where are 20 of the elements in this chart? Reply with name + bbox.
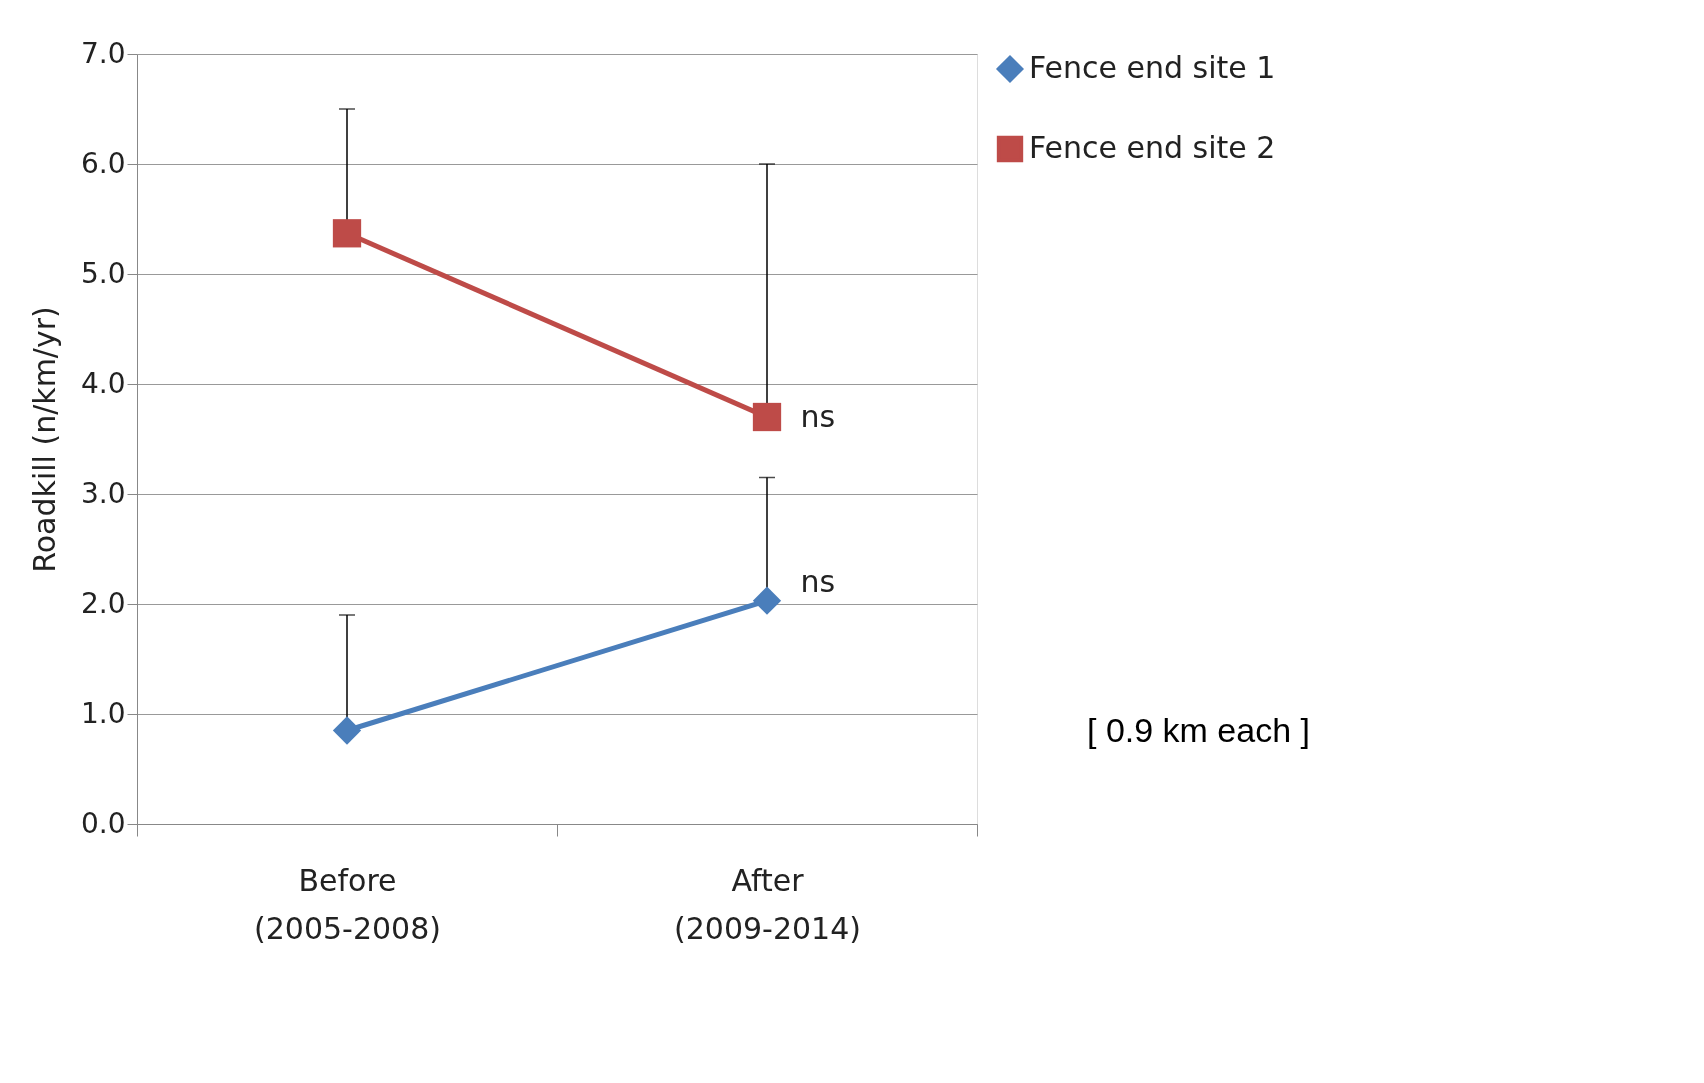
x-tick-label: Before (2005-2008): [254, 862, 441, 946]
y-tick-label: 6.0: [80, 146, 126, 180]
point: [332, 716, 362, 745]
legend-label: Fence end site 1: [1029, 50, 1276, 85]
y-tick-label: 4.0: [80, 366, 126, 400]
point: [752, 586, 782, 615]
y-tick-label: 1.0: [80, 696, 126, 730]
y-tick-label: 3.0: [80, 476, 126, 510]
x-tick-label: After (2009-2014): [674, 862, 861, 946]
text: [ 0.9 km each ]: [1087, 710, 1310, 749]
y-tick-label: 7.0: [80, 36, 126, 70]
annotation: ns: [800, 399, 836, 435]
legend-label: Fence end site 2: [1029, 130, 1276, 165]
y-axis-title: Roadkill (n/km/yr): [26, 306, 62, 573]
y-tick-label: 5.0: [80, 256, 126, 290]
y-tick-label: 2.0: [80, 586, 126, 620]
point: [332, 219, 362, 248]
annotation: ns: [800, 564, 836, 600]
y-tick-label: 0.0: [80, 806, 126, 840]
point: [752, 402, 782, 432]
